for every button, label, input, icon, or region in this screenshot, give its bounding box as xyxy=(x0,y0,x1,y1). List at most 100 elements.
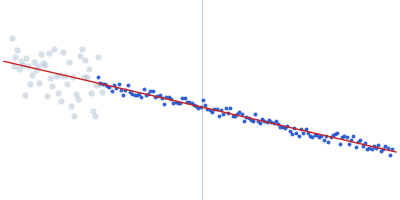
Point xyxy=(384,147,391,150)
Point xyxy=(291,127,297,130)
Point xyxy=(84,75,90,78)
Point xyxy=(60,50,66,53)
Point xyxy=(371,145,377,148)
Point xyxy=(264,121,270,124)
Point xyxy=(238,113,245,116)
Point xyxy=(277,126,284,129)
Point xyxy=(90,110,96,113)
Point xyxy=(102,82,108,85)
Point xyxy=(129,92,136,95)
Point xyxy=(86,68,92,71)
Point xyxy=(204,108,211,111)
Point xyxy=(375,143,382,146)
Point xyxy=(124,83,131,86)
Point xyxy=(243,115,250,118)
Point xyxy=(216,114,222,117)
Point xyxy=(316,135,322,138)
Point xyxy=(25,65,32,68)
Point xyxy=(202,103,208,107)
Point xyxy=(42,64,48,67)
Point xyxy=(147,89,154,92)
Point xyxy=(232,114,238,117)
Point xyxy=(66,61,72,64)
Point xyxy=(32,68,39,71)
Point xyxy=(77,55,83,58)
Point xyxy=(286,129,293,132)
Point xyxy=(389,147,395,151)
Point xyxy=(161,102,167,106)
Point xyxy=(16,68,22,71)
Point xyxy=(193,104,199,108)
Point xyxy=(140,87,147,90)
Point xyxy=(184,100,190,103)
Point xyxy=(350,135,356,138)
Point xyxy=(113,86,120,89)
Point xyxy=(296,134,302,137)
Point xyxy=(38,53,44,56)
Point xyxy=(29,74,35,77)
Point xyxy=(40,62,46,65)
Point xyxy=(229,114,236,117)
Point xyxy=(364,147,370,150)
Point xyxy=(359,145,366,148)
Point xyxy=(220,112,227,116)
Point xyxy=(222,106,229,110)
Point xyxy=(131,94,138,97)
Point xyxy=(268,120,274,123)
Point xyxy=(82,58,88,61)
Point xyxy=(108,89,115,92)
Point xyxy=(387,153,393,156)
Point xyxy=(34,65,41,68)
Point xyxy=(252,112,258,115)
Point xyxy=(49,84,56,87)
Point xyxy=(75,98,81,101)
Point xyxy=(12,55,19,58)
Point xyxy=(177,101,183,105)
Point xyxy=(206,109,213,112)
Point xyxy=(234,113,240,116)
Point xyxy=(80,76,87,79)
Point xyxy=(341,135,348,138)
Point xyxy=(156,93,163,97)
Point xyxy=(378,150,384,153)
Point xyxy=(254,120,261,123)
Point xyxy=(18,59,24,62)
Point xyxy=(198,105,204,109)
Point xyxy=(134,94,140,97)
Point xyxy=(357,139,364,142)
Point xyxy=(62,74,68,77)
Point xyxy=(366,147,372,150)
Point xyxy=(122,88,128,91)
Point xyxy=(51,47,57,50)
Point xyxy=(225,111,231,114)
Point xyxy=(302,128,309,131)
Point xyxy=(336,142,343,146)
Point xyxy=(97,82,103,85)
Point xyxy=(150,89,156,93)
Point xyxy=(200,99,206,102)
Point xyxy=(152,95,158,99)
Point xyxy=(20,64,26,67)
Point xyxy=(45,52,52,55)
Point xyxy=(325,140,332,144)
Point xyxy=(275,122,281,125)
Point xyxy=(257,122,263,125)
Point xyxy=(343,136,350,139)
Point xyxy=(327,136,334,139)
Point xyxy=(47,76,54,79)
Point xyxy=(352,146,359,149)
Point xyxy=(284,125,290,128)
Point xyxy=(261,120,268,123)
Point xyxy=(182,97,188,100)
Point xyxy=(99,82,106,85)
Point xyxy=(64,83,70,86)
Point xyxy=(241,119,247,122)
Point xyxy=(380,148,386,151)
Point xyxy=(73,92,79,96)
Point xyxy=(186,101,192,104)
Point xyxy=(300,131,306,134)
Point xyxy=(250,119,256,123)
Point xyxy=(280,125,286,129)
Point xyxy=(245,116,252,119)
Point xyxy=(127,90,133,93)
